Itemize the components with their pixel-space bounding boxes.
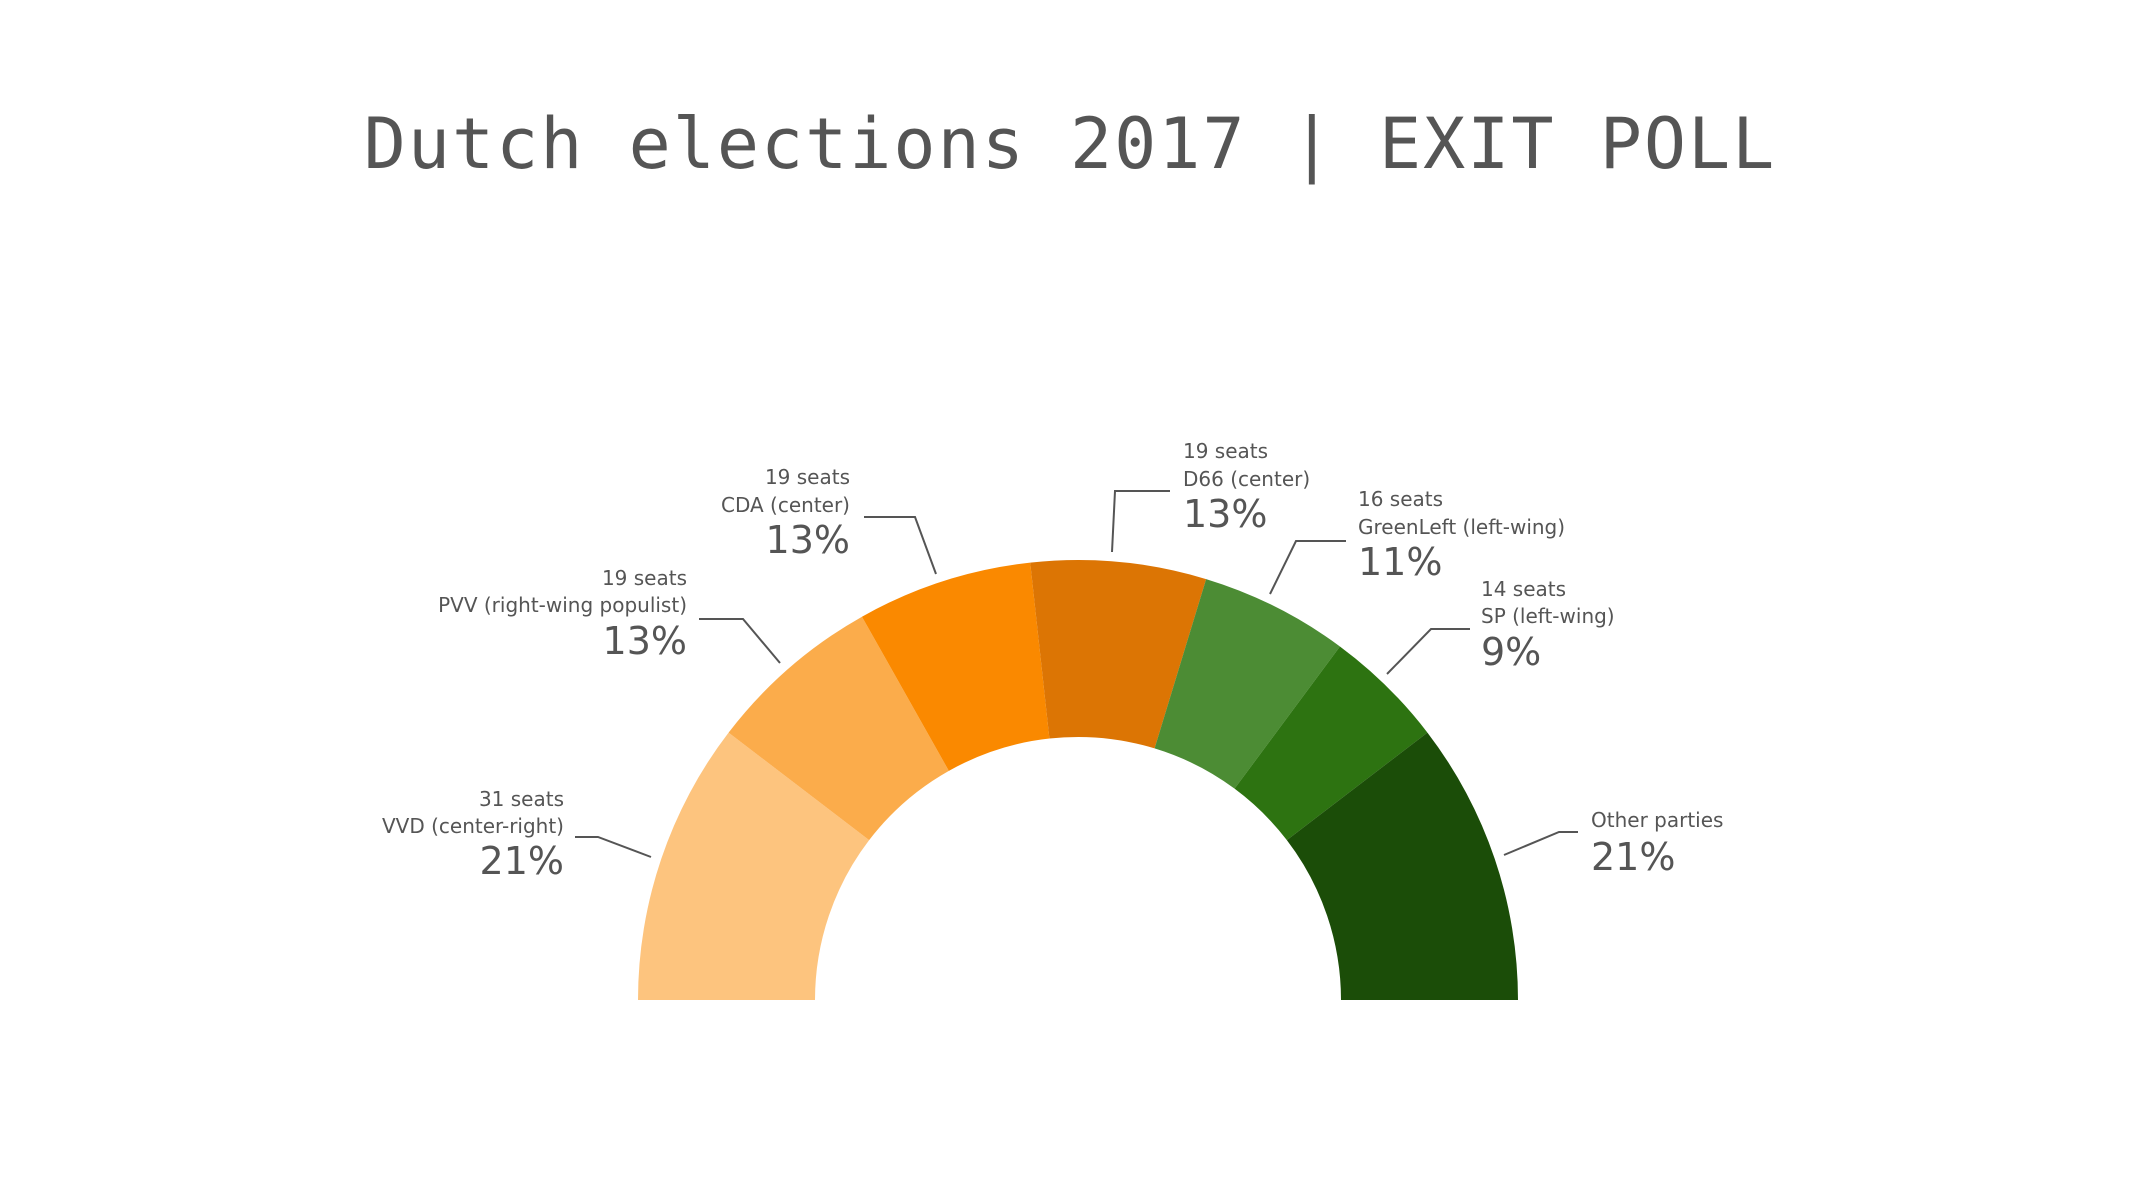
label-pvv: 19 seats PVV (right-wing populist) 13%: [438, 566, 781, 664]
percent-label: 13%: [603, 619, 687, 663]
seats-label: 19 seats: [1183, 439, 1268, 463]
seats-label: 31 seats: [479, 787, 564, 811]
slice-cda: [861, 562, 1050, 771]
leader-line: [1503, 831, 1578, 856]
slice-sp: [1234, 646, 1428, 841]
party-label: PVV (right-wing populist): [438, 593, 687, 617]
slice-vvd: [638, 732, 870, 1000]
label-vvd: 31 seats VVD (center-right) 21%: [382, 787, 652, 883]
slice-pvv: [728, 616, 949, 841]
percent-label: 11%: [1358, 540, 1442, 584]
leader-line: [575, 836, 652, 858]
seats-label: 19 seats: [602, 566, 687, 590]
label-greenleft: 16 seats GreenLeft (left-wing) 11%: [1269, 487, 1565, 595]
party-label: SP (left-wing): [1481, 604, 1615, 628]
percent-label: 13%: [1183, 492, 1267, 536]
party-label: VVD (center-right): [382, 814, 564, 838]
slice-other: [1286, 732, 1518, 1000]
leader-line: [1386, 628, 1470, 675]
label-other-parties: Other parties 21%: [1503, 808, 1723, 879]
slice-d66: [1030, 559, 1207, 749]
leader-line: [1269, 540, 1346, 595]
slice-greenleft: [1154, 579, 1340, 789]
party-label: GreenLeft (left-wing): [1358, 515, 1565, 539]
seats-label: 16 seats: [1358, 487, 1443, 511]
leader-line: [1111, 490, 1170, 553]
percent-label: 21%: [1591, 835, 1675, 879]
slices: [638, 559, 1518, 1000]
seats-label: 19 seats: [765, 465, 850, 489]
label-cda: 19 seats CDA (center) 13%: [721, 465, 937, 575]
party-label: CDA (center): [721, 493, 850, 517]
leader-line: [699, 618, 781, 664]
party-label: D66 (center): [1183, 467, 1310, 491]
percent-label: 21%: [480, 839, 564, 883]
party-label: Other parties: [1591, 808, 1723, 832]
chart-title: Dutch elections 2017 | EXIT POLL: [364, 103, 1777, 185]
percent-label: 9%: [1481, 630, 1541, 674]
label-d66: 19 seats D66 (center) 13%: [1111, 439, 1310, 553]
percent-label: 13%: [766, 518, 850, 562]
label-sp: 14 seats SP (left-wing) 9%: [1386, 577, 1615, 675]
leader-line: [864, 516, 937, 575]
seats-label: 14 seats: [1481, 577, 1566, 601]
